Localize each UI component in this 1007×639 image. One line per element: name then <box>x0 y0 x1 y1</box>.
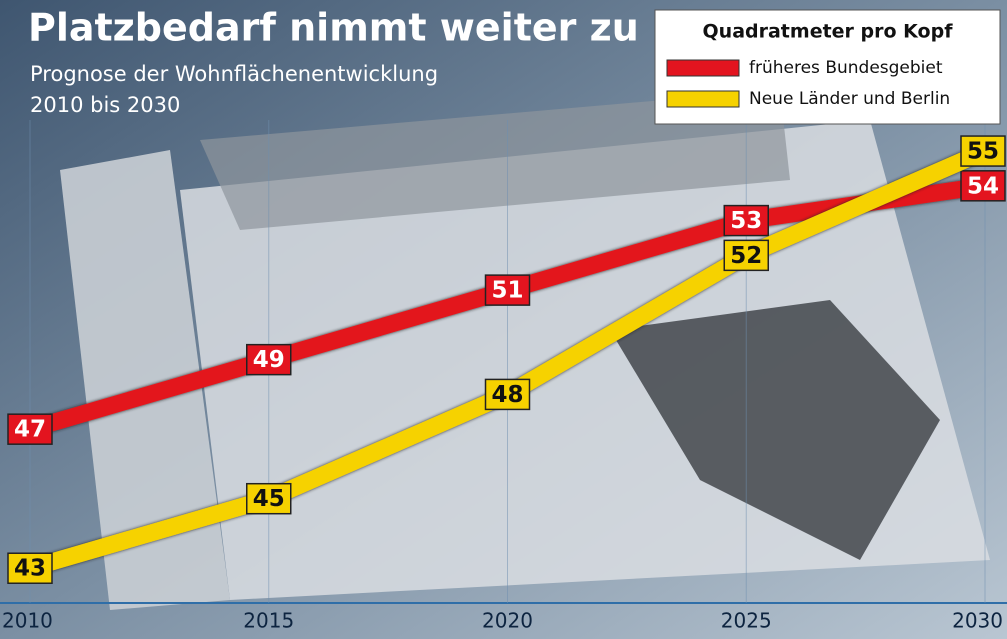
x-tick-label: 2015 <box>243 609 294 633</box>
legend: Quadratmeter pro Kopf früheres Bundesgebi… <box>655 10 1000 124</box>
value-label: 51 <box>491 278 523 304</box>
value-label: 52 <box>730 243 762 269</box>
subtitle: 2010 bis 2030 <box>30 93 180 117</box>
chart-title: Platzbedarf nimmt weiter zu <box>28 6 639 50</box>
legend-swatch <box>667 91 739 107</box>
value-label: 55 <box>967 139 999 165</box>
value-label: 49 <box>253 347 285 373</box>
value-label: 43 <box>14 556 46 582</box>
legend-label: Neue Länder und Berlin <box>749 89 950 109</box>
subtitle: Prognose der Wohnflächenentwicklung <box>30 62 438 86</box>
x-tick-label: 2010 <box>2 609 53 633</box>
value-label: 45 <box>253 486 285 512</box>
value-label: 47 <box>14 417 46 443</box>
chart: 2010 2015 2020 2025 2030 47 49 51 53 54 43 45 48 52 55… <box>0 0 1007 639</box>
x-tick-label: 2025 <box>721 609 772 633</box>
legend-swatch <box>667 60 739 76</box>
legend-title: Quadratmeter pro Kopf <box>703 21 954 43</box>
x-tick-label: 2030 <box>952 609 1003 633</box>
value-label: 53 <box>730 208 762 234</box>
value-label: 54 <box>967 173 999 199</box>
legend-label: früheres Bundesgebiet <box>749 58 943 78</box>
x-tick-label: 2020 <box>482 609 533 633</box>
value-label: 48 <box>491 382 523 408</box>
